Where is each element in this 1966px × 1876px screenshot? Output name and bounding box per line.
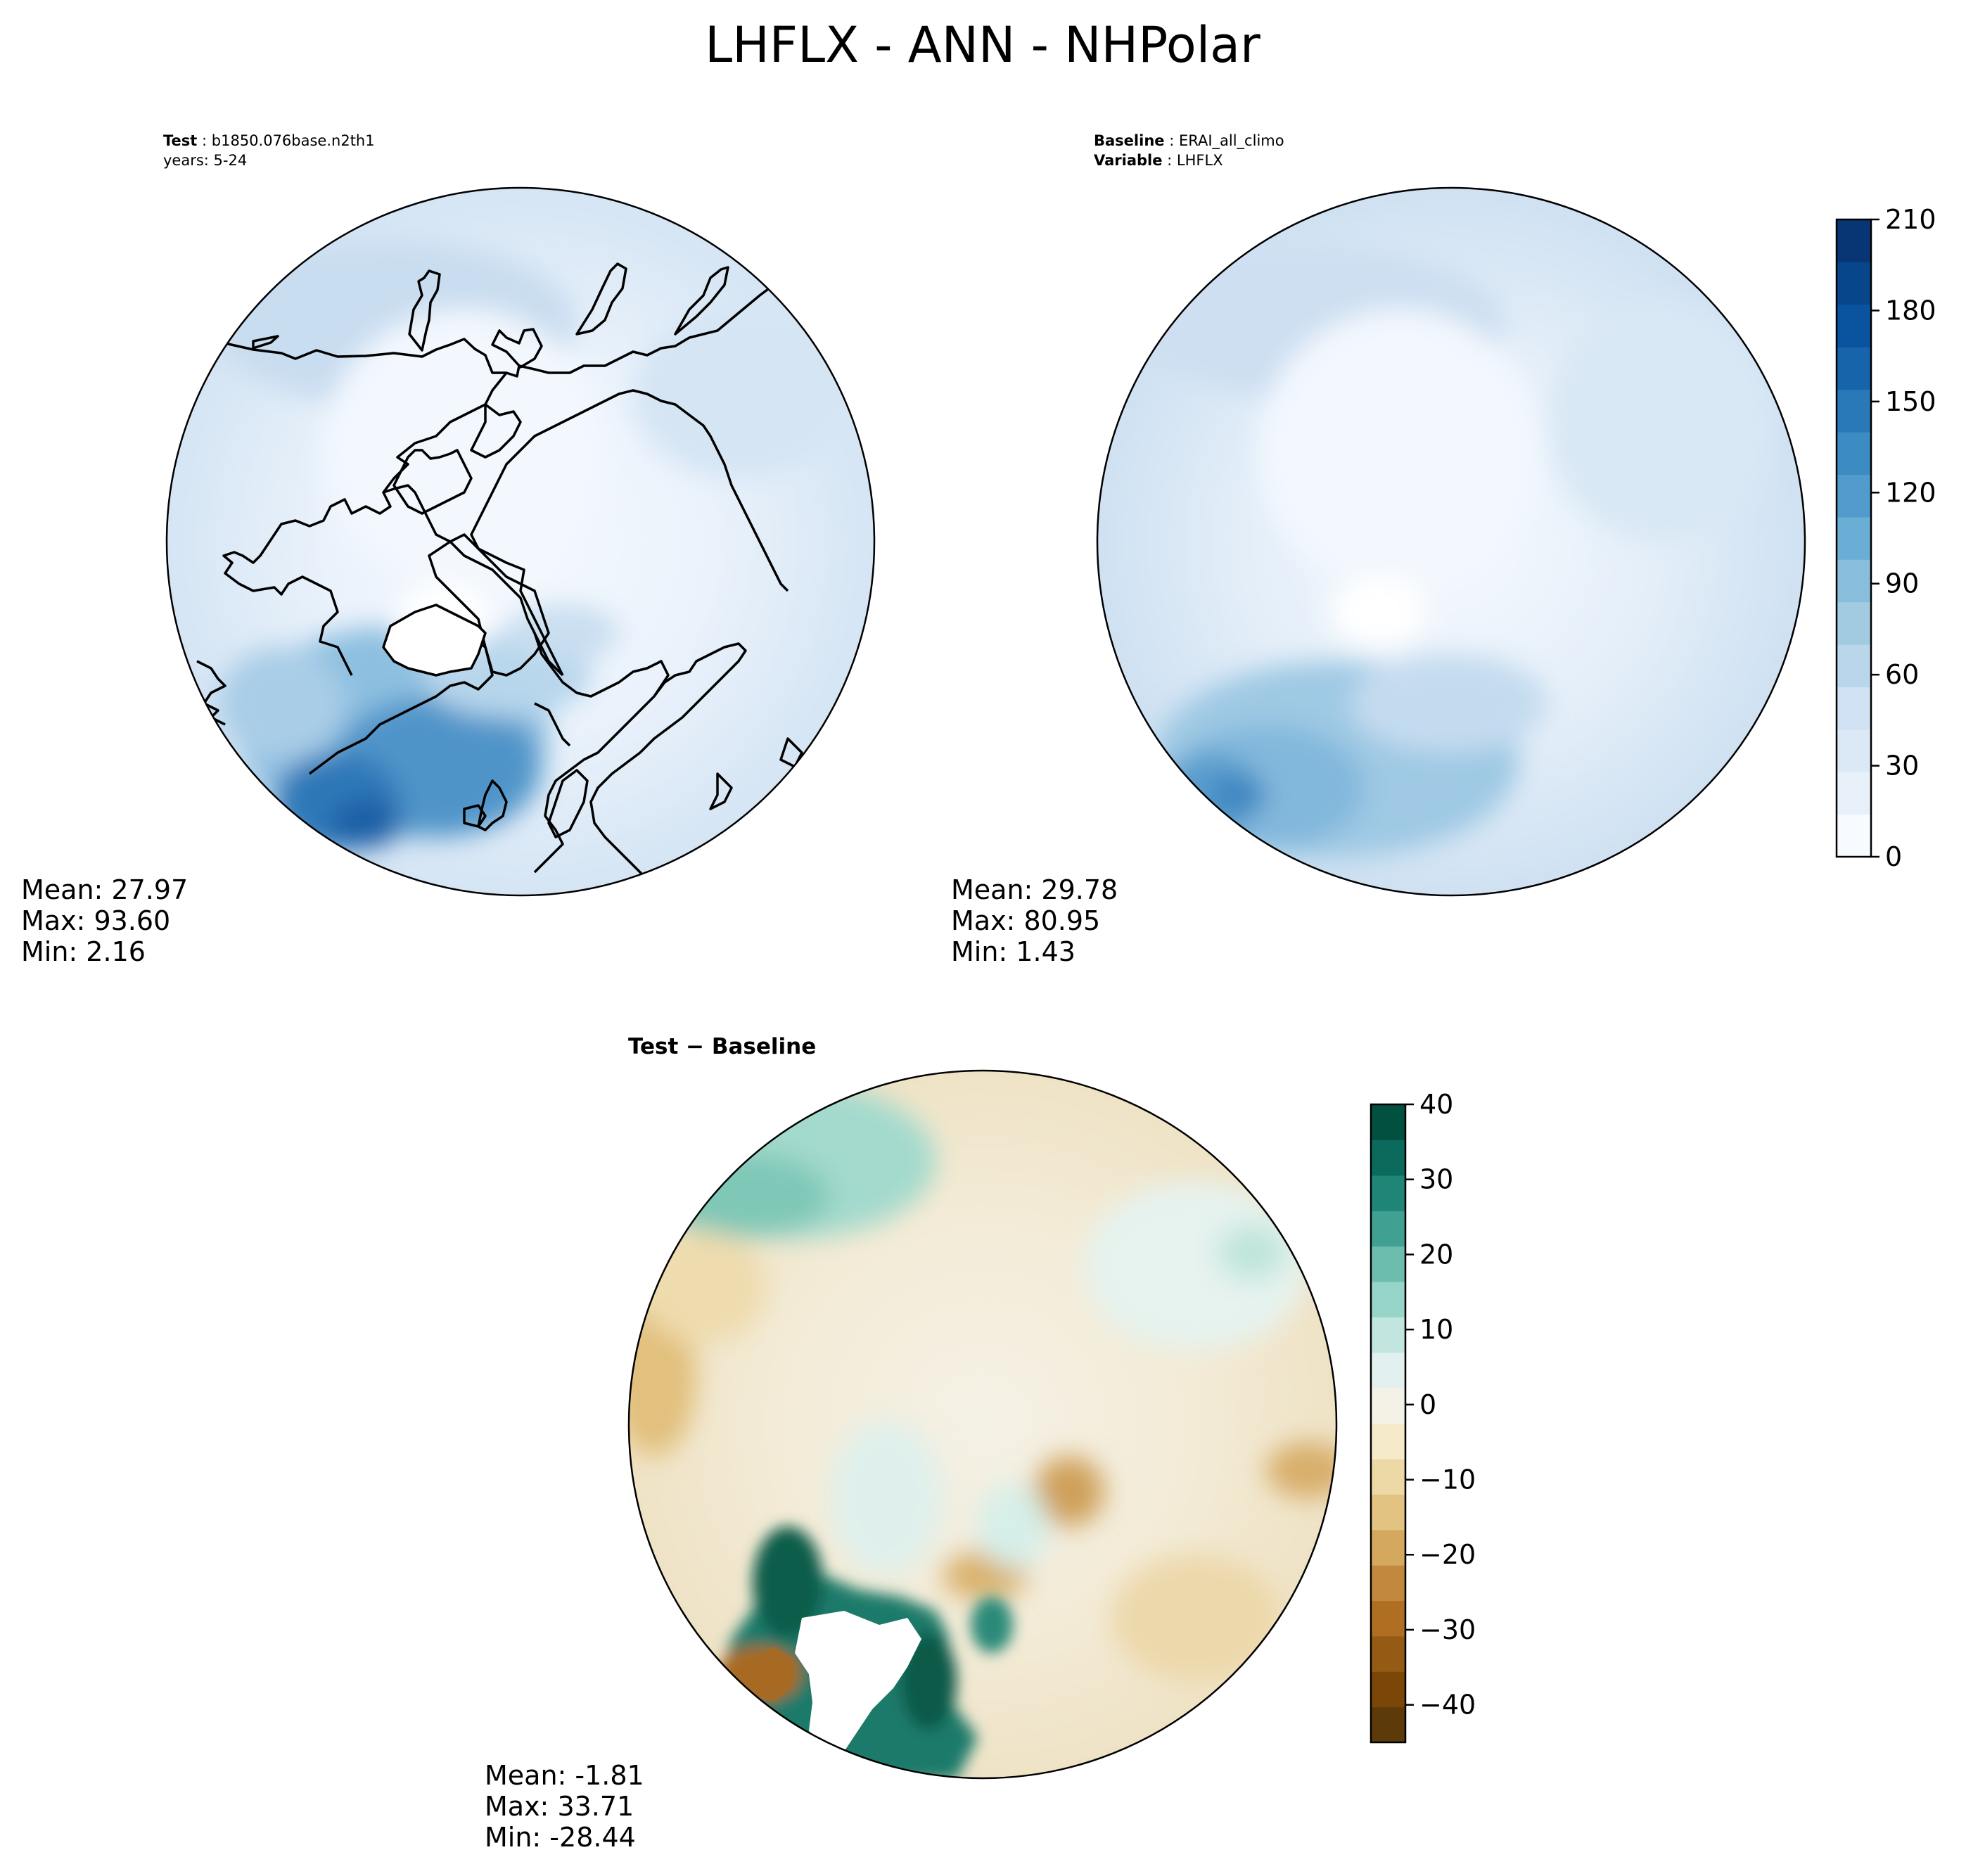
colorbar-top-band bbox=[1837, 729, 1871, 772]
panel-diff: Test − Baseline bbox=[485, 1034, 1338, 1853]
baseline-variable-sep: : bbox=[1162, 152, 1176, 169]
colorbar-bottom-ticks: −40 −30 −20 −10 0 10 20 30 40 bbox=[1405, 1089, 1476, 1721]
diff-map bbox=[629, 1071, 1336, 1778]
colorbar-bottom-band bbox=[1371, 1671, 1405, 1708]
colorbar-top-band bbox=[1837, 304, 1871, 347]
colorbar-bottom-bands bbox=[1371, 1104, 1405, 1743]
diff-stat-max: Max: 33.71 bbox=[485, 1791, 634, 1822]
baseline-map-outline bbox=[1096, 186, 1806, 897]
colorbar-bottom-band bbox=[1371, 1565, 1405, 1602]
test-map-outline bbox=[165, 186, 876, 897]
test-label-bold: Test bbox=[163, 132, 197, 149]
test-stat-min: Min: 2.16 bbox=[21, 936, 146, 967]
colorbar-top-band bbox=[1837, 687, 1871, 730]
colorbar-top-band bbox=[1837, 516, 1871, 560]
colorbar-bottom-tick-label: −20 bbox=[1419, 1539, 1476, 1570]
colorbar-bottom-band bbox=[1371, 1104, 1405, 1140]
colorbar-top-tick-label: 60 bbox=[1885, 659, 1919, 690]
colorbar-bottom-band bbox=[1371, 1600, 1405, 1637]
baseline-variable: Variable : LHFLX bbox=[1094, 152, 1223, 169]
colorbar-top-band bbox=[1837, 219, 1871, 262]
diff-missing-region bbox=[795, 1611, 921, 1759]
figure-title: LHFLX - ANN - NHPolar bbox=[705, 16, 1260, 74]
diff-title: Test − Baseline bbox=[628, 1034, 816, 1059]
test-stat-mean: Mean: 27.97 bbox=[21, 874, 188, 905]
colorbar-bottom-tick-label: −30 bbox=[1419, 1614, 1476, 1645]
colorbar-bottom-band bbox=[1371, 1175, 1405, 1211]
colorbar-top-tick-label: 150 bbox=[1885, 386, 1936, 417]
colorbar-bottom-band bbox=[1371, 1635, 1405, 1672]
baseline-label: Baseline : ERAI_all_climo bbox=[1094, 132, 1284, 150]
baseline-label-bold: Baseline bbox=[1094, 132, 1165, 149]
colorbar-top-band bbox=[1837, 389, 1871, 433]
colorbar-bottom-band bbox=[1371, 1140, 1405, 1176]
colorbar-top-band bbox=[1837, 772, 1871, 815]
colorbar-top-tick-label: 90 bbox=[1885, 568, 1919, 599]
colorbar-bottom-tick-label: 10 bbox=[1419, 1314, 1453, 1345]
colorbar-top-tick-label: 210 bbox=[1885, 204, 1936, 235]
test-years: years: 5-24 bbox=[163, 152, 247, 169]
colorbar-bottom-tick-label: −10 bbox=[1419, 1465, 1476, 1495]
colorbar-top-tick-label: 180 bbox=[1885, 295, 1936, 326]
colorbar-top-band bbox=[1837, 559, 1871, 603]
test-coastlines bbox=[196, 262, 803, 881]
colorbar-top-frame bbox=[1835, 218, 1872, 858]
colorbar-top: 0 30 60 90 120 150 180 210 bbox=[1835, 204, 1936, 872]
colorbar-bottom-band bbox=[1371, 1529, 1405, 1566]
baseline-variable-value: LHFLX bbox=[1177, 152, 1223, 169]
colorbar-top-band bbox=[1837, 814, 1871, 857]
colorbar-bottom-tick-label: 40 bbox=[1419, 1089, 1453, 1120]
colorbar-bottom-tick-label: −40 bbox=[1419, 1690, 1476, 1721]
colorbar-bottom-band bbox=[1371, 1281, 1405, 1317]
colorbar-top-band bbox=[1837, 601, 1871, 645]
baseline-variable-bold: Variable bbox=[1094, 152, 1162, 169]
colorbar-bottom-band bbox=[1371, 1317, 1405, 1353]
baseline-map bbox=[1097, 188, 1805, 895]
test-map bbox=[167, 188, 874, 895]
colorbar-bottom-band bbox=[1371, 1211, 1405, 1247]
colorbar-top-band bbox=[1837, 474, 1871, 518]
diff-stat-min: Min: -28.44 bbox=[485, 1822, 636, 1853]
test-stat-max: Max: 93.60 bbox=[21, 905, 170, 936]
colorbar-bottom-band bbox=[1371, 1494, 1405, 1531]
diff-map-outline bbox=[627, 1069, 1338, 1780]
colorbar-top-band bbox=[1837, 432, 1871, 475]
colorbar-top-tick-label: 120 bbox=[1885, 477, 1936, 508]
colorbar-bottom-band bbox=[1371, 1388, 1405, 1424]
colorbar-bottom-band bbox=[1371, 1246, 1405, 1282]
colorbar-bottom-tick-label: 20 bbox=[1419, 1239, 1453, 1270]
baseline-label-value: ERAI_all_climo bbox=[1179, 132, 1284, 150]
baseline-stat-min: Min: 1.43 bbox=[951, 936, 1075, 967]
colorbar-bottom-tick-label: 0 bbox=[1419, 1389, 1436, 1420]
colorbar-top-band bbox=[1837, 262, 1871, 305]
diff-stat-mean: Mean: -1.81 bbox=[485, 1760, 644, 1791]
colorbar-top-tick-label: 30 bbox=[1885, 751, 1919, 781]
test-label-value: b1850.076base.n2th1 bbox=[212, 132, 375, 149]
test-label-sep: : bbox=[197, 132, 211, 149]
colorbar-bottom-band bbox=[1371, 1706, 1405, 1743]
colorbar-top-bands bbox=[1837, 219, 1871, 857]
baseline-stat-mean: Mean: 29.78 bbox=[951, 874, 1118, 905]
colorbar-top-band bbox=[1837, 347, 1871, 390]
test-label: Test : b1850.076base.n2th1 bbox=[163, 132, 375, 149]
colorbar-bottom-frame bbox=[1370, 1103, 1407, 1744]
colorbar-bottom: −40 −30 −20 −10 0 10 20 30 40 bbox=[1370, 1089, 1476, 1744]
colorbar-bottom-band bbox=[1371, 1458, 1405, 1495]
baseline-stat-max: Max: 80.95 bbox=[951, 905, 1100, 936]
panel-test: Test : b1850.076base.n2th1 years: 5-24 bbox=[21, 132, 876, 967]
colorbar-top-ticks: 0 30 60 90 120 150 180 210 bbox=[1871, 204, 1936, 872]
baseline-label-sep: : bbox=[1165, 132, 1179, 149]
colorbar-bottom-band bbox=[1371, 1352, 1405, 1389]
panel-baseline: Baseline : ERAI_all_climo Variable : LHF… bbox=[951, 132, 1806, 967]
colorbar-top-tick-label: 0 bbox=[1885, 841, 1902, 872]
colorbar-bottom-band bbox=[1371, 1423, 1405, 1460]
colorbar-bottom-tick-label: 30 bbox=[1419, 1164, 1453, 1195]
colorbar-top-band bbox=[1837, 644, 1871, 687]
